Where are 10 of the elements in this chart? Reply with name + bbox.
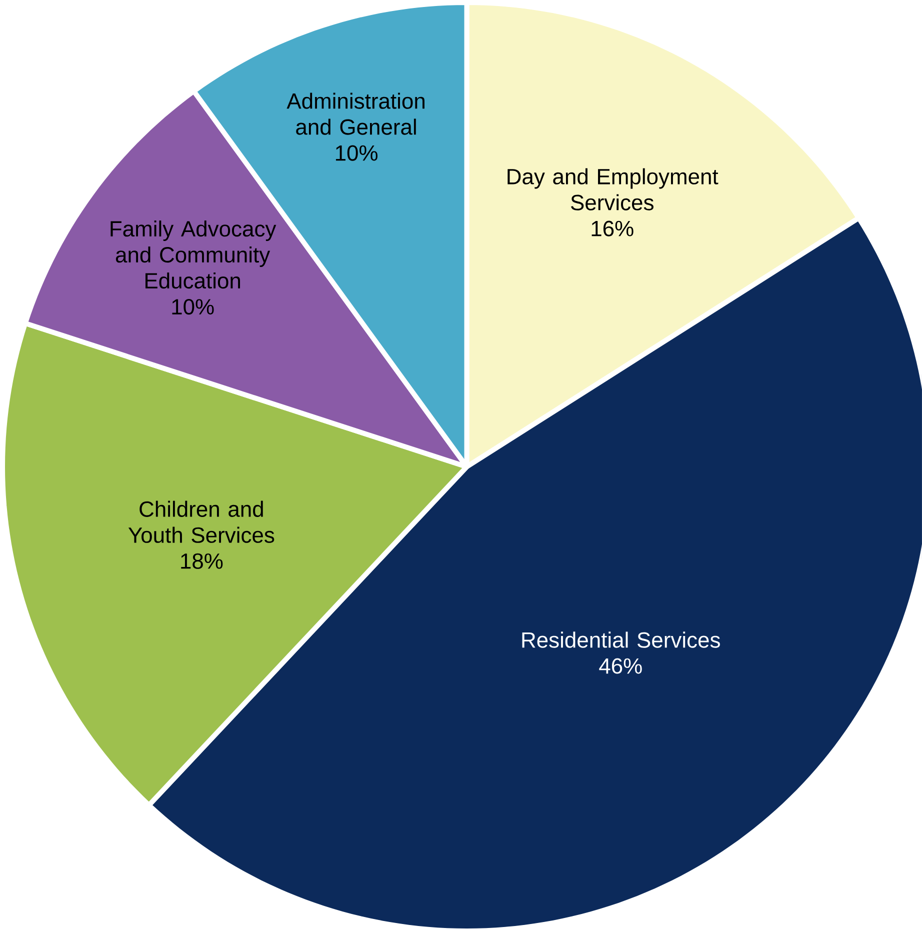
slice-label: Residential Services [522, 632, 720, 648]
slice-label: Day and Employment Services [508, 168, 718, 210]
data-label: 10% [172, 298, 214, 315]
data-label: 18% [181, 553, 223, 569]
data-label: 46% [599, 658, 642, 674]
data-label: 10% [336, 145, 378, 161]
slice-label: Children and Youth Services [128, 500, 274, 543]
slice-label: Family Advocacy and Community Education [110, 220, 276, 289]
data-label: 16% [592, 220, 634, 236]
slice-label: Administration and General [286, 92, 424, 135]
